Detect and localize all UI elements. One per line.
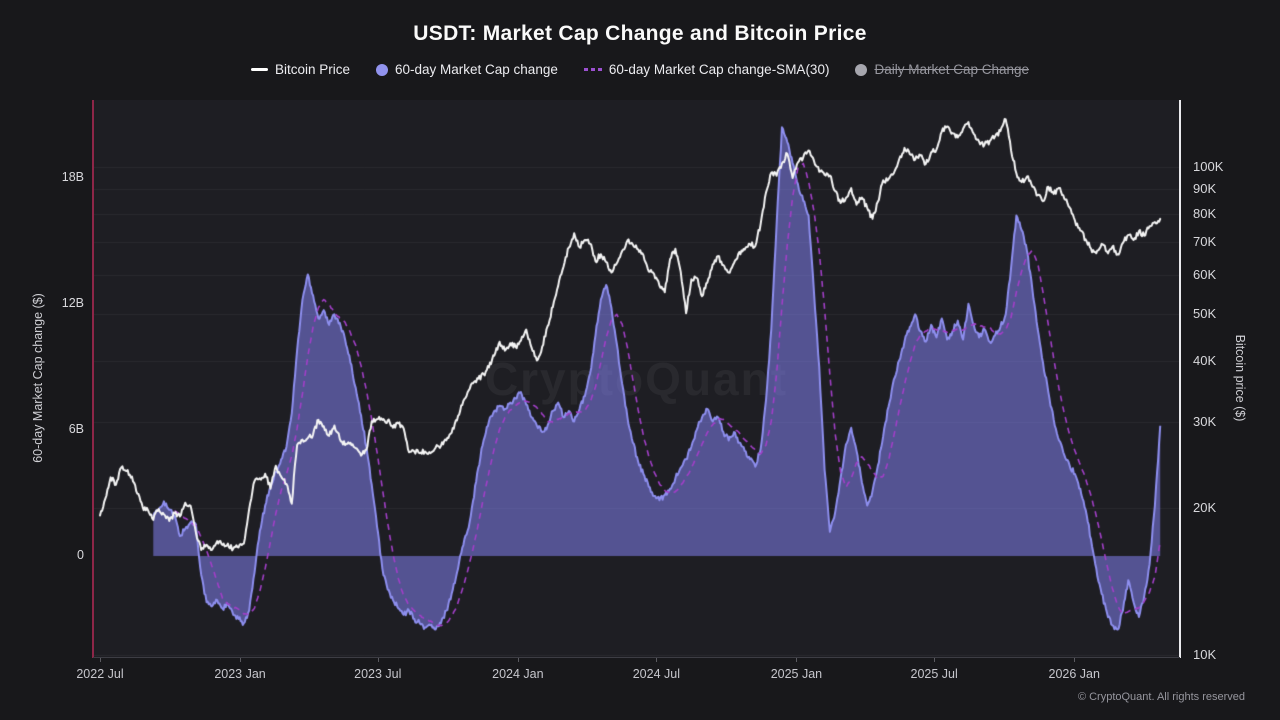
- y-left-axis-title: 60-day Market Cap change ($): [31, 293, 45, 463]
- y-right-tick-label: 80K: [1193, 206, 1217, 222]
- x-tick-label: 2025 Jan: [770, 667, 823, 681]
- x-tick-label: 2023 Jul: [354, 667, 402, 681]
- copyright-text: © CryptoQuant. All rights reserved: [1077, 691, 1245, 703]
- y-right-tick-label: 90K: [1193, 181, 1217, 197]
- y-right-tick-label: 50K: [1193, 305, 1217, 321]
- x-tick-label: 2023 Jan: [214, 667, 266, 681]
- x-tick-mark: [100, 658, 101, 662]
- x-tick-mark: [240, 658, 242, 662]
- y-right-tick-label: 70K: [1193, 234, 1217, 250]
- y-right-tick-label: 60K: [1193, 267, 1217, 283]
- x-tick-mark: [796, 658, 798, 662]
- x-tick-label: 2024 Jan: [492, 667, 544, 681]
- y-left-tick-label: 0: [77, 547, 84, 562]
- x-tick-mark: [517, 658, 519, 662]
- x-tick-mark: [934, 658, 936, 662]
- x-tick-label: 2024 Jul: [632, 667, 680, 681]
- x-tick-label: 2026 Jan: [1048, 667, 1100, 681]
- right-axis-spine: [1179, 100, 1181, 658]
- y-left-tick-label: 18B: [61, 169, 84, 184]
- y-right-tick-label: 20K: [1193, 499, 1217, 515]
- x-tick-mark: [656, 658, 658, 662]
- left-axis-spine: [92, 100, 94, 658]
- x-tick-label: 2025 Jul: [910, 667, 958, 681]
- y-left-tick-label: 6B: [68, 421, 84, 436]
- x-tick-mark: [1074, 658, 1076, 662]
- y-right-axis-title: Bitcoin price ($): [1233, 334, 1247, 422]
- x-tick-label: 2022 Jul: [76, 667, 124, 681]
- y-right-tick-label: 30K: [1193, 413, 1217, 429]
- x-tick-mark: [377, 658, 379, 662]
- y-right-tick-label: 100K: [1193, 158, 1224, 174]
- y-right-tick-label: 40K: [1193, 352, 1217, 368]
- y-left-tick-label: 12B: [61, 295, 84, 310]
- y-right-tick-label: 10K: [1193, 646, 1217, 662]
- bottom-axis-line: [93, 657, 1180, 658]
